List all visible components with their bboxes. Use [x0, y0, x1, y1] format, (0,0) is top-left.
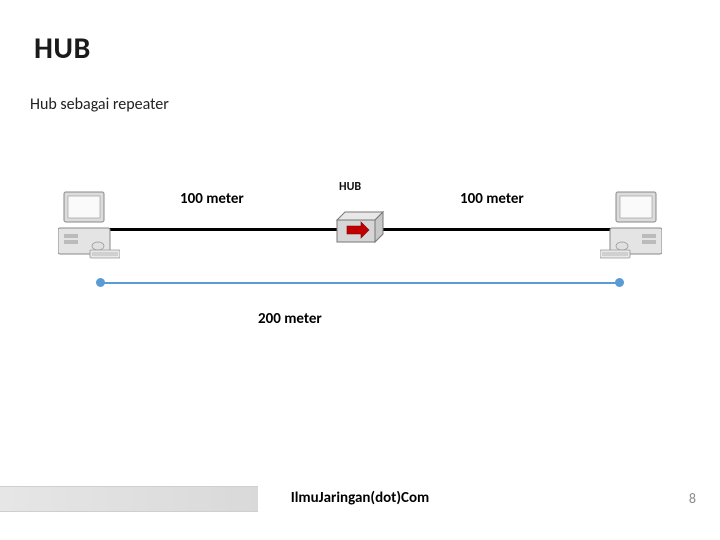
footer-text: IlmuJaringan(dot)Com — [0, 489, 720, 507]
distance-right-label: 100 meter — [460, 190, 524, 208]
total-span-line — [100, 282, 620, 284]
span-endpoint-left — [96, 278, 105, 287]
distance-total-label: 200 meter — [258, 310, 322, 328]
computer-left-icon — [58, 190, 120, 260]
hub-label: HUB — [339, 180, 361, 194]
page-number: 8 — [689, 490, 696, 507]
page-subtitle: Hub sebagai repeater — [30, 95, 169, 114]
span-endpoint-right — [615, 278, 624, 287]
distance-left-label: 100 meter — [180, 190, 244, 208]
page-title: HUB — [34, 30, 91, 67]
hub-icon — [333, 208, 387, 248]
computer-right-icon — [600, 190, 662, 260]
network-diagram: HUB 100 meter 100 meter — [60, 160, 660, 300]
